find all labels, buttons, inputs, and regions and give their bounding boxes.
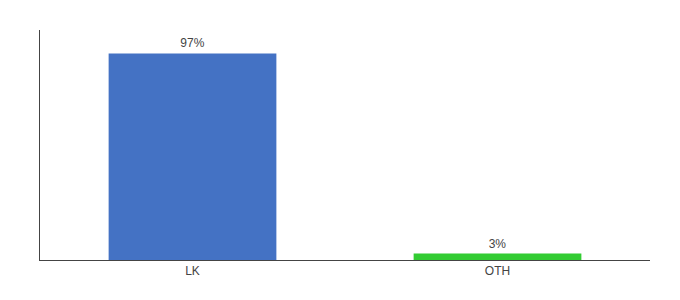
svg-text:97%: 97% xyxy=(180,36,204,50)
svg-text:3%: 3% xyxy=(489,237,507,251)
svg-text:LK: LK xyxy=(185,264,200,278)
svg-text:OTH: OTH xyxy=(485,264,510,278)
